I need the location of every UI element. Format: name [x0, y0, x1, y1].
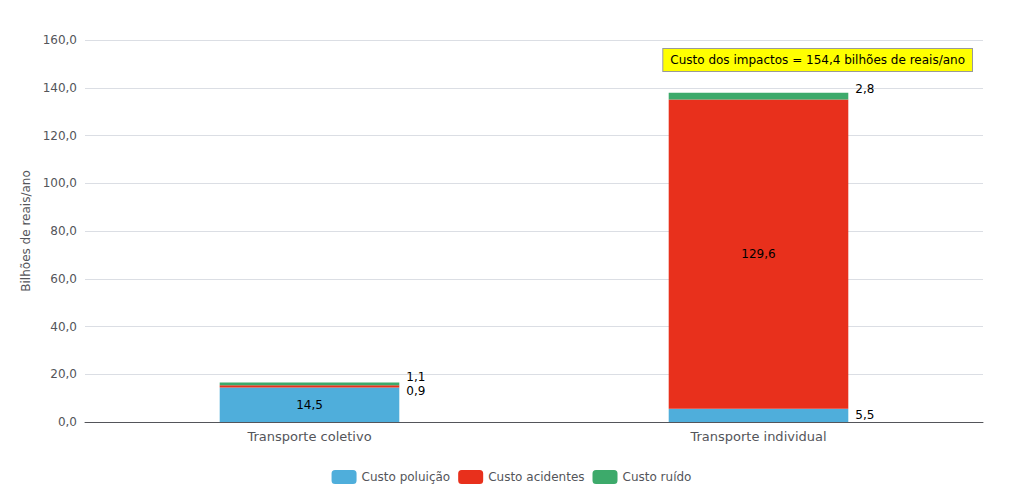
svg-text:Custo dos impactos = 154,4 bil: Custo dos impactos = 154,4 bilhões de re… — [670, 53, 965, 67]
svg-text:Custo poluição: Custo poluição — [362, 470, 451, 484]
svg-text:120,0: 120,0 — [43, 129, 77, 143]
svg-text:Custo ruído: Custo ruído — [623, 470, 692, 484]
svg-text:2,8: 2,8 — [855, 82, 874, 96]
svg-text:Bilhões de reais/ano: Bilhões de reais/ano — [19, 170, 33, 291]
svg-text:0,0: 0,0 — [58, 415, 77, 429]
svg-text:129,6: 129,6 — [741, 247, 775, 261]
svg-text:160,0: 160,0 — [43, 33, 77, 47]
svg-text:100,0: 100,0 — [43, 176, 77, 190]
svg-text:0,9: 0,9 — [406, 384, 425, 398]
svg-text:40,0: 40,0 — [50, 320, 77, 334]
svg-text:20,0: 20,0 — [50, 367, 77, 381]
svg-text:60,0: 60,0 — [50, 272, 77, 286]
svg-text:Transporte individual: Transporte individual — [689, 429, 826, 444]
svg-text:1,1: 1,1 — [406, 370, 425, 384]
svg-text:14,5: 14,5 — [296, 398, 323, 412]
svg-text:80,0: 80,0 — [50, 224, 77, 238]
svg-text:5,5: 5,5 — [855, 408, 874, 422]
svg-text:140,0: 140,0 — [43, 81, 77, 95]
svg-text:Custo acidentes: Custo acidentes — [488, 470, 584, 484]
svg-text:Transporte coletivo: Transporte coletivo — [246, 429, 371, 444]
